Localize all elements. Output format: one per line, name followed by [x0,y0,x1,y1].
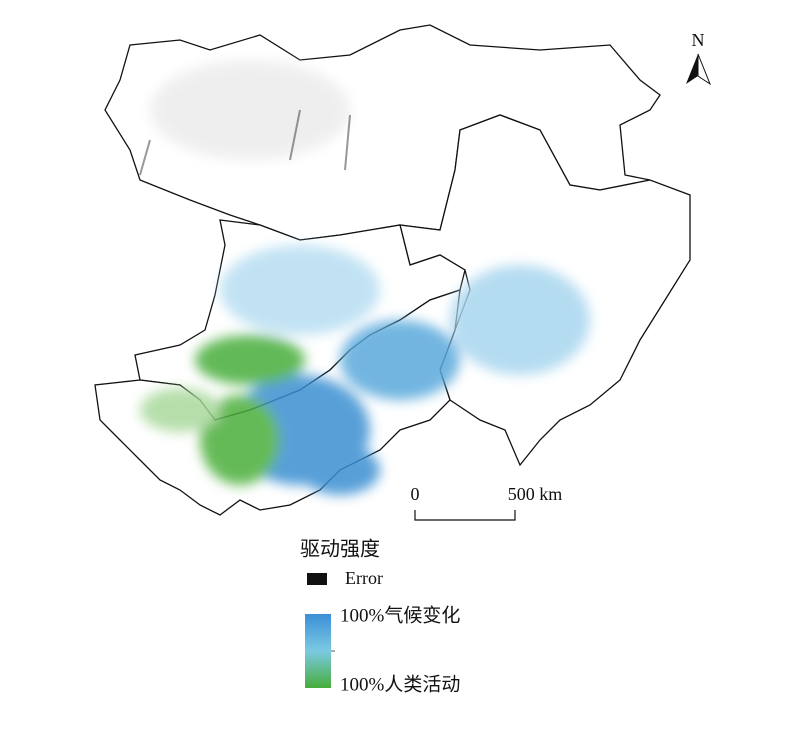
climate-patch [220,245,380,335]
gradient-bottom-label: 100%人类活动 [340,673,460,695]
climate-patch [300,445,380,495]
north-label: N [692,30,705,50]
sparse-patch [150,60,350,160]
arrow-left [686,54,698,84]
error-pixels [139,109,351,176]
error-strip [289,109,301,161]
legend-title: 驱动强度 [300,537,380,561]
driver-pixels [140,60,590,495]
error-label: Error [345,568,383,588]
error-strip [344,114,351,171]
climate-patch [450,265,590,375]
human-patch [200,395,280,485]
human-patch [140,388,220,432]
scale-line [414,510,516,521]
arrow-right [697,53,712,86]
north-arrow: N [686,30,712,86]
error-swatch [307,573,327,585]
climate-patch [340,320,460,400]
legend: 驱动强度 Error 100%气候变化 100%人类活动 [300,537,460,696]
scale-bar: 0 500 km [411,484,563,521]
gradient-bar [305,614,331,688]
error-strip [139,139,151,176]
human-patch [195,335,305,385]
scale-start: 0 [411,484,420,504]
scale-end: 500 km [508,484,563,504]
gradient-top-label: 100%气候变化 [340,604,460,626]
